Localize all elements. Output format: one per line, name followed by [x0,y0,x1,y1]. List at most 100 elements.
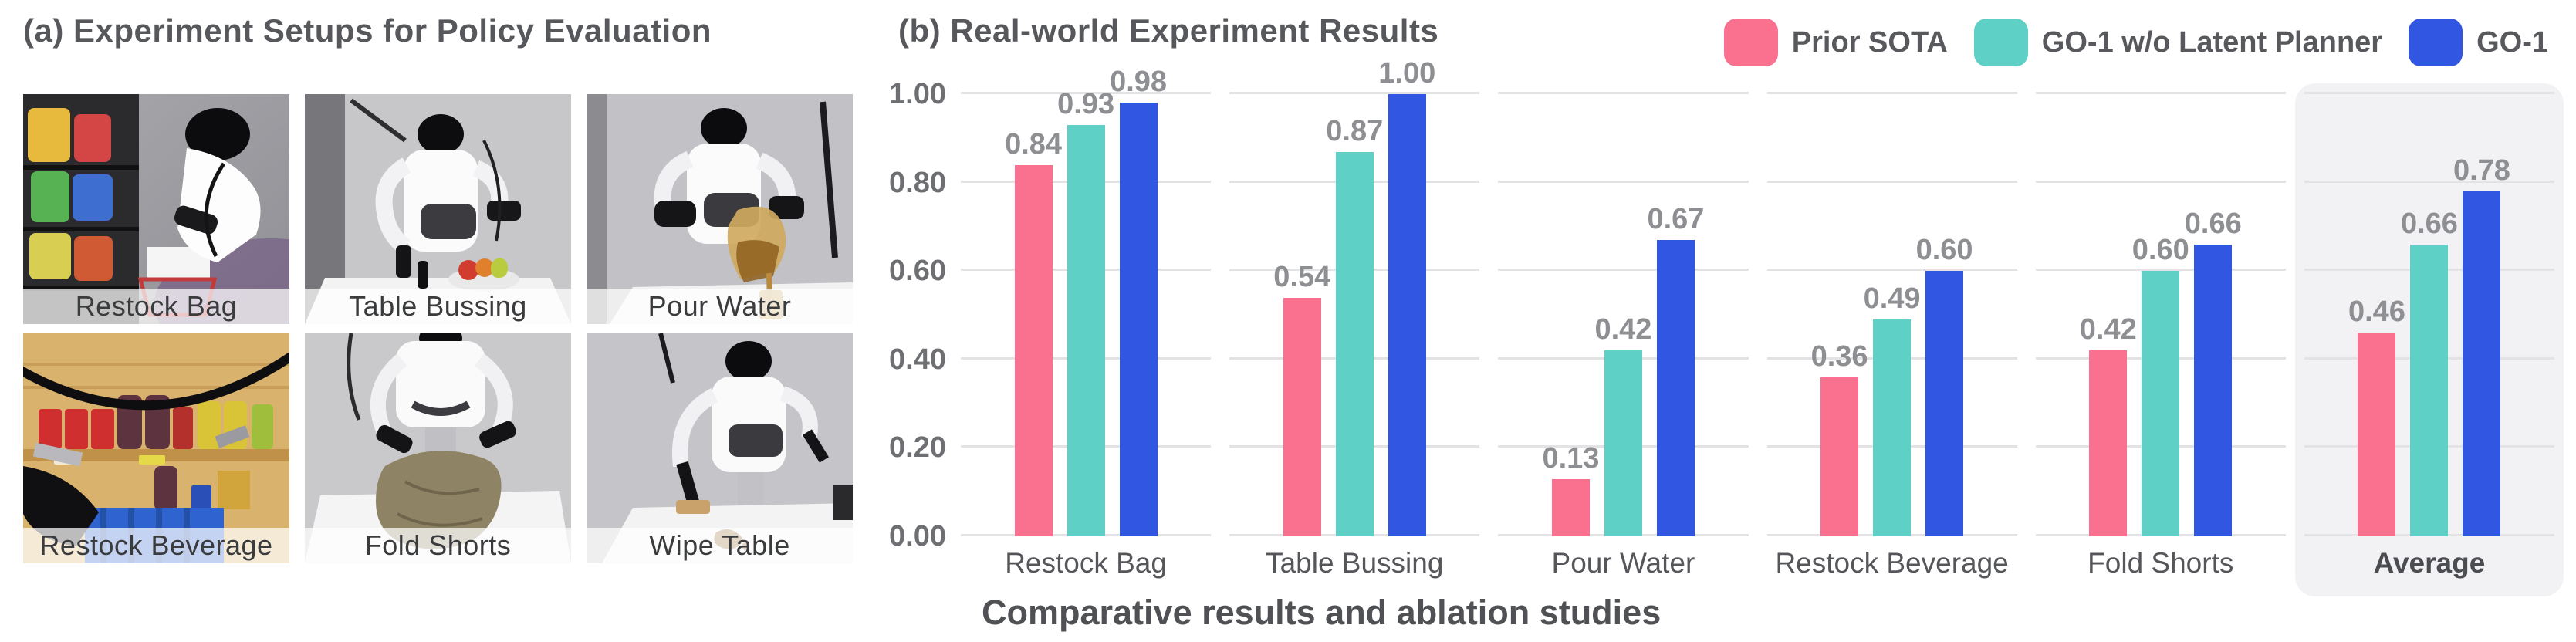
gridline [2035,92,2286,94]
gridline [961,92,1212,94]
bar-go-1-w-o-latent-planner-restock-beverage: 0.49 [1864,284,1921,536]
plot-area: 0.84 0.93 0.98 Restock Bag 0.54 0.87 1.00 Table… [961,59,2564,596]
bar-prior-sota-table-bussing: 0.54 [1273,262,1330,536]
bar-value-label: 0.60 [1915,234,1973,267]
gridline [1498,180,1749,183]
legend-item-prior-sota: Prior SOTA [1723,19,1948,66]
bar-value-label: 0.60 [2131,234,2189,267]
bar-go-1-w-o-latent-planner-table-bussing: 0.87 [1326,117,1383,536]
facet-table-bussing: 0.54 0.87 1.00 Table Bussing [1229,59,1480,579]
bar-prior-sota-restock-bag: 0.84 [1005,130,1062,536]
bar-value-label: 0.13 [1542,441,1600,475]
gridline [2304,180,2555,183]
category-label-average: Average [2373,547,2486,579]
y-tick-label: 1.00 [889,78,946,110]
gridline [2035,269,2286,272]
category-label-table-bussing: Table Bussing [1266,547,1444,579]
bar-go-1-restock-beverage: 0.60 [1916,235,1973,536]
gridline [1498,92,1749,94]
bar-prior-sota-fold-shorts: 0.42 [2080,315,2137,536]
facet-restock-beverage: 0.36 0.49 0.60 Restock Beverage [1766,92,2017,579]
y-tick-label: 0.00 [889,520,946,552]
y-tick-label: 0.20 [889,431,946,465]
legend-swatch-go-1 [2409,19,2463,66]
bar-go-1-average: 0.78 [2453,156,2510,536]
gridline [2304,92,2555,94]
setup-photo-table-bussing: Table Bussing [305,94,571,324]
gridline [1766,92,2017,94]
gridline [1766,180,2017,183]
legend-swatch-prior-sota [1723,19,1778,66]
facet-restock-bag: 0.84 0.93 0.98 Restock Bag [961,67,1212,579]
y-tick-label: 0.40 [889,343,946,376]
bar-prior-sota-restock-beverage: 0.36 [1811,342,1868,536]
bar-go-1-w-o-latent-planner-average: 0.66 [2401,209,2458,536]
gridline [1766,269,2017,272]
bar-value-label: 0.42 [2079,313,2137,346]
bar-go-1-w-o-latent-planner-restock-bag: 0.93 [1057,90,1114,536]
setup-caption-restock-bag: Restock Bag [23,289,289,324]
setup-grid: Restock Bag [23,94,853,563]
setup-caption-fold-shorts: Fold Shorts [305,528,571,563]
bar-value-label: 0.93 [1057,88,1115,121]
category-label-fold-shorts: Fold Shorts [2088,547,2234,579]
bar-value-label: 0.54 [1273,260,1331,293]
bar-value-label: 0.84 [1005,127,1063,160]
panel-a-title: (a) Experiment Setups for Policy Evaluat… [23,12,712,49]
bar-value-label: 0.36 [1810,340,1868,373]
setup-caption-restock-beverage: Restock Beverage [23,528,289,563]
panel-b-title: (b) Real-world Experiment Results [898,12,1439,49]
bar-group-fold-shorts: 0.42 0.60 0.66 [2036,94,2286,536]
bar-value-label: 0.66 [2400,207,2458,240]
bar-go-1-restock-bag: 0.98 [1110,67,1167,536]
facet-fold-shorts: 0.42 0.60 0.66 Fold Shorts [2035,92,2286,579]
bar-value-label: 1.00 [1378,57,1436,90]
bar-go-1-pour-water: 0.67 [1647,204,1704,536]
setup-photo-pour-water: Pour Water [587,94,853,324]
bar-group-restock-bag: 0.84 0.93 0.98 [961,67,1211,536]
facet-pour-water: 0.13 0.42 0.67 Pour Water [1498,92,1749,579]
category-label-pour-water: Pour Water [1551,547,1695,579]
y-axis-ticks: 0.00 0.20 0.40 0.60 0.80 1.00 [818,79,946,551]
legend-label: GO-1 [2476,25,2548,59]
bar-go-1-table-bussing: 1.00 [1378,59,1435,536]
facet-average: 0.46 0.66 0.78 Average [2294,83,2564,596]
bar-go-1-w-o-latent-planner-fold-shorts: 0.60 [2132,235,2189,536]
setup-photo-wipe-table: Wipe Table [587,333,853,563]
gridline [2035,180,2286,183]
setup-caption-wipe-table: Wipe Table [587,528,853,563]
bar-value-label: 0.42 [1594,313,1652,346]
bar-group-table-bussing: 0.54 0.87 1.00 [1229,59,1479,536]
gridline [1229,92,1480,94]
bar-value-label: 0.87 [1326,114,1384,147]
category-label-restock-bag: Restock Bag [1005,547,1167,579]
setup-caption-table-bussing: Table Bussing [305,289,571,324]
setup-photo-fold-shorts: Fold Shorts [305,333,571,563]
bar-prior-sota-average: 0.46 [2348,297,2405,536]
legend-label: Prior SOTA [1791,25,1948,59]
legend-label: GO-1 w/o Latent Planner [2041,25,2383,59]
category-label-restock-beverage: Restock Beverage [1775,547,2009,579]
bar-value-label: 0.78 [2453,154,2510,188]
bar-value-label: 0.66 [2184,207,2242,240]
bar-value-label: 0.46 [2348,296,2405,329]
chart-caption: Comparative results and ablation studies [982,593,1662,632]
y-tick-label: 0.60 [889,255,946,288]
legend-item-go-1-w-o-latent-planner: GO-1 w/o Latent Planner [1973,19,2383,66]
gridline [1498,269,1749,272]
setup-photo-restock-bag: Restock Bag [23,94,289,324]
setup-caption-pour-water: Pour Water [587,289,853,324]
chart-legend: Prior SOTA GO-1 w/o Latent Planner GO-1 [1723,19,2548,66]
bar-value-label: 0.98 [1110,66,1168,99]
bar-value-label: 0.67 [1647,203,1705,236]
y-tick-label: 0.80 [889,166,946,199]
bar-value-label: 0.49 [1863,282,1921,316]
bar-go-1-w-o-latent-planner-pour-water: 0.42 [1594,315,1651,536]
legend-item-go-1: GO-1 [2409,19,2548,66]
bar-group-average: 0.46 0.66 0.78 [2304,94,2554,536]
legend-swatch-go-1-w-o-latent-planner [1973,19,2028,66]
bar-group-restock-beverage: 0.36 0.49 0.60 [1767,94,2017,536]
bar-prior-sota-pour-water: 0.13 [1542,444,1599,536]
bar-go-1-fold-shorts: 0.66 [2185,209,2242,536]
